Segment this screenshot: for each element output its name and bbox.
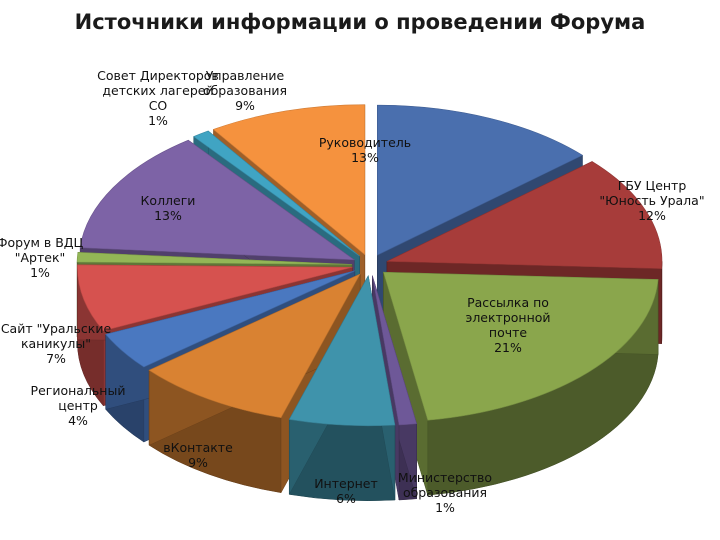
slice-label: Интернет 6% — [314, 476, 378, 506]
slice-name-label: электронной — [465, 310, 550, 325]
slice-label: Коллеги 13% — [141, 193, 196, 223]
slice-name-label: Руководитель — [319, 135, 411, 150]
slice-name-label: почте — [489, 325, 527, 340]
slice-name-label: каникулы" — [21, 336, 91, 351]
chart-title: Источники информации о проведении Форума — [74, 10, 646, 34]
pie-slice-top — [105, 270, 355, 368]
slice-value-label: 9% — [188, 455, 208, 470]
slice-name-label: образования — [403, 485, 487, 500]
pie-slice-top — [377, 104, 584, 256]
slice-name-label: центр — [58, 398, 98, 413]
slice-name-label: "Юность Урала" — [599, 193, 704, 208]
slice-name-label: Совет Директоров — [97, 68, 219, 83]
slice-label: Сайт "Уральские каникулы" 7% — [1, 321, 112, 366]
slice-label: вКонтакте 9% — [163, 440, 233, 470]
slice-value-label: 13% — [154, 208, 182, 223]
pie-slice-top — [288, 274, 396, 427]
slice-label: Руководитель 13% — [319, 135, 411, 165]
slice-name-label: Министерство — [398, 470, 492, 485]
slice-label: Управление образования 9% — [203, 68, 287, 113]
slice-value-label: 6% — [336, 491, 356, 506]
slice-value-label: 1% — [148, 113, 168, 128]
slice-value-label: 21% — [494, 340, 522, 355]
slice-value-label: 1% — [435, 500, 455, 515]
slice-label: Рассылка по электронной почте 21% — [465, 295, 550, 355]
slice-value-label: 1% — [30, 265, 50, 280]
pie-slice-top — [148, 273, 361, 419]
pie-slice-top — [212, 104, 366, 256]
slice-value-label: 13% — [351, 150, 379, 165]
pie-slice — [383, 271, 659, 496]
slice-label: Министерство образования 1% — [398, 470, 492, 515]
pie-slice-top — [193, 130, 360, 257]
slice-name-label: детских лагерей — [102, 83, 213, 98]
slice-name-label: "Артек" — [15, 250, 66, 265]
slice-value-label: 12% — [638, 208, 666, 223]
slice-label: ГБУ Центр "Юность Урала" 12% — [599, 178, 704, 223]
pie-slice-top — [386, 161, 663, 269]
slice-value-label: 4% — [68, 413, 88, 428]
slice-value-label: 7% — [46, 351, 66, 366]
slice-name-label: Региональный — [31, 383, 126, 398]
slice-name-label: Сайт "Уральские — [1, 321, 112, 336]
slice-name-label: Коллеги — [141, 193, 196, 208]
slice-name-label: Управление — [206, 68, 285, 83]
pie-slice-top — [76, 252, 353, 265]
pie-slice-top — [77, 264, 353, 332]
slice-label: Совет Директоров детских лагерей СО 1% — [97, 68, 219, 128]
slice-name-label: Рассылка по — [467, 295, 549, 310]
slice-value-label: 9% — [235, 98, 255, 113]
slice-name-label: Интернет — [314, 476, 378, 491]
slice-label: Форум в ВДЦ "Артек" 1% — [0, 235, 84, 280]
slice-label: Региональный центр 4% — [31, 383, 126, 428]
pie-slice — [288, 274, 396, 501]
pie-slice-top — [79, 139, 356, 261]
pie-slice-top — [372, 275, 418, 426]
slice-name-label: СО — [149, 98, 168, 113]
slice-name-label: Форум в ВДЦ — [0, 235, 84, 250]
slice-name-label: вКонтакте — [163, 440, 233, 455]
slice-name-label: образования — [203, 83, 287, 98]
pie-slice-top — [383, 271, 659, 421]
slice-name-label: ГБУ Центр — [618, 178, 687, 193]
